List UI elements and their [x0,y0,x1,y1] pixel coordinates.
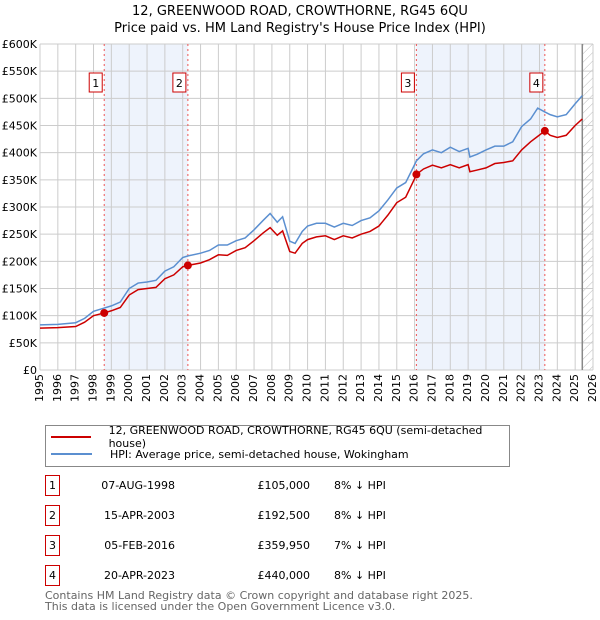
x-tick-label: 2009 [283,374,296,402]
y-tick-label: £450K [2,120,38,133]
footer-licence: This data is licensed under the Open Gov… [45,600,396,613]
sale-number: 4 [45,565,60,586]
legend: 12, GREENWOOD ROAD, CROWTHORNE, RG45 6QU… [45,424,510,467]
sale-point [540,126,549,135]
x-tick-label: 2001 [140,374,153,402]
x-tick-label: 2023 [532,374,545,402]
sale-date: 20-APR-2023 [103,569,175,582]
sale-number: 3 [45,535,60,556]
x-tick-label: 1996 [51,374,64,402]
y-tick-label: £550K [2,65,38,78]
y-tick-label: £100K [2,310,38,323]
sale-label: 2 [176,77,183,90]
x-tick-label: 2019 [461,374,474,402]
chart-subtitle: Price paid vs. HM Land Registry's House … [114,21,486,36]
x-tick-label: 2011 [318,374,331,402]
x-tick-label: 2017 [425,374,438,402]
sale-number: 2 [45,505,60,526]
legend-label: HPI: Average price, semi-detached house,… [110,447,409,461]
sale-point [183,261,192,270]
y-tick-label: £50K [9,337,38,350]
x-tick-label: 2026 [586,374,599,402]
sale-label-box [529,72,544,93]
x-tick-label: 2002 [158,374,171,402]
y-tick-label: £0 [23,364,37,377]
legend-swatch-blue [51,453,92,455]
x-tick-label: 1999 [104,374,117,402]
x-tick-label: 2005 [211,374,224,402]
sale-number: 1 [45,475,60,496]
x-tick-label: 2025 [568,374,581,402]
y-tick-label: £500K [2,92,38,105]
x-tick-label: 2003 [176,374,189,402]
y-tick-label: £200K [2,255,38,268]
x-tick-label: 2010 [301,374,314,402]
x-tick-label: 2024 [550,374,563,402]
chart-title: 12, GREENWOOD ROAD, CROWTHORNE, RG45 6QU [132,4,468,19]
x-tick-label: 2006 [229,374,242,402]
y-tick-label: £350K [2,174,38,187]
sale-price: £359,950 [257,539,311,552]
legend-item-property: 12, GREENWOOD ROAD, CROWTHORNE, RG45 6QU… [46,424,509,450]
x-tick-label: 1997 [69,374,82,402]
legend-item-hpi: HPI: Average price, semi-detached house,… [46,446,409,462]
x-tick-label: 2016 [408,374,421,402]
x-tick-label: 2004 [194,374,207,402]
x-tick-label: 2007 [247,374,260,402]
y-tick-label: £150K [2,283,38,296]
sale-price: £105,000 [257,479,311,492]
sale-label-box [88,72,103,93]
sale-date: 07-AUG-1998 [101,479,175,492]
price-chart: 1995 1996 1997 1998 1999 2000 2001 2002 2003 2004… [2,38,599,402]
sale-hpi: 7% ↓ HPI [334,539,386,552]
sale-date: 05-FEB-2016 [104,539,175,552]
y-tick-label: £300K [2,201,38,214]
x-tick-label: 2021 [497,374,510,402]
sale-label: 1 [92,77,99,90]
series-line [39,118,583,329]
x-tick-label: 2013 [354,374,367,402]
x-tick-label: 1995 [33,374,46,402]
footer-copyright: Contains HM Land Registry data © Crown c… [45,589,473,602]
x-tick-label: 2012 [336,374,349,402]
sale-label: 4 [533,77,540,90]
sale-point [412,170,421,179]
sale-hpi: 8% ↓ HPI [334,569,386,582]
x-tick-label: 2014 [372,374,385,402]
series-line [39,95,583,326]
sale-price: £192,500 [257,509,311,522]
x-tick-label: 2000 [122,374,135,402]
y-tick-label: £400K [2,147,38,160]
legend-label: 12, GREENWOOD ROAD, CROWTHORNE, RG45 6QU… [108,424,483,450]
x-tick-label: 2015 [390,374,403,402]
sale-hpi: 8% ↓ HPI [334,509,386,522]
x-tick-label: 2020 [479,374,492,402]
x-tick-label: 1998 [87,374,100,402]
sale-hpi: 8% ↓ HPI [334,479,386,492]
x-tick-label: 2022 [515,374,528,402]
y-tick-label: £250K [2,228,38,241]
sale-label: 3 [404,77,411,90]
x-tick-label: 2018 [443,374,456,402]
sale-label-box [400,72,415,93]
x-tick-label: 2008 [265,374,278,402]
sale-date: 15-APR-2003 [103,509,175,522]
legend-swatch-red [51,436,91,438]
sale-label-box [172,72,187,93]
y-tick-label: £600K [2,38,38,51]
sale-point [100,308,109,317]
sale-price: £440,000 [257,569,311,582]
